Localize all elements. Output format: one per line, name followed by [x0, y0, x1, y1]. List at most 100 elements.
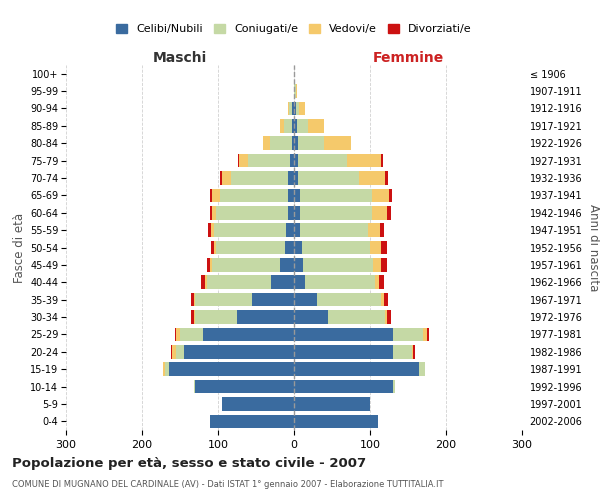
Bar [211, 224, 214, 237]
Bar [382, 240, 388, 254]
Bar [263, 136, 271, 150]
Bar [325, 136, 351, 150]
Bar [300, 224, 368, 237]
Bar [300, 206, 372, 220]
Bar [211, 414, 294, 428]
Bar [191, 293, 194, 306]
Bar [184, 345, 294, 358]
Bar [413, 345, 415, 358]
Bar [214, 240, 217, 254]
Text: COMUNE DI MUGNANO DEL CARDINALE (AV) - Dati ISTAT 1° gennaio 2007 - Elaborazione: COMUNE DI MUGNANO DEL CARDINALE (AV) - D… [12, 480, 443, 489]
Bar [212, 206, 216, 220]
Bar [373, 258, 380, 272]
Text: Maschi: Maschi [153, 51, 207, 65]
Bar [347, 154, 382, 168]
Bar [212, 258, 280, 272]
Bar [368, 224, 380, 237]
Text: Popolazione per età, sesso e stato civile - 2007: Popolazione per età, sesso e stato civil… [12, 458, 366, 470]
Bar [292, 102, 294, 115]
Bar [419, 362, 425, 376]
Bar [317, 293, 382, 306]
Bar [205, 276, 206, 289]
Bar [294, 380, 393, 394]
Bar [393, 328, 423, 341]
Bar [303, 258, 373, 272]
Bar [299, 102, 305, 115]
Bar [280, 119, 284, 132]
Bar [175, 328, 176, 341]
Bar [423, 328, 427, 341]
Bar [194, 310, 195, 324]
Bar [238, 154, 239, 168]
Bar [305, 276, 376, 289]
Bar [165, 362, 169, 376]
Bar [294, 293, 317, 306]
Y-axis label: Anni di nascita: Anni di nascita [587, 204, 599, 291]
Bar [248, 154, 290, 168]
Bar [412, 345, 413, 358]
Bar [239, 154, 248, 168]
Bar [380, 258, 387, 272]
Bar [203, 328, 294, 341]
Bar [328, 310, 385, 324]
Bar [211, 188, 212, 202]
Bar [194, 293, 195, 306]
Bar [382, 154, 383, 168]
Bar [288, 206, 294, 220]
Bar [285, 240, 294, 254]
Bar [294, 224, 300, 237]
Bar [359, 171, 385, 185]
Bar [294, 154, 298, 168]
Bar [209, 206, 212, 220]
Bar [294, 119, 297, 132]
Bar [385, 293, 388, 306]
Bar [288, 102, 289, 115]
Bar [308, 119, 323, 132]
Bar [300, 188, 372, 202]
Bar [294, 240, 302, 254]
Bar [294, 414, 377, 428]
Bar [376, 276, 379, 289]
Bar [427, 328, 428, 341]
Bar [372, 188, 389, 202]
Bar [206, 276, 271, 289]
Bar [298, 136, 325, 150]
Bar [195, 293, 252, 306]
Bar [370, 240, 382, 254]
Bar [220, 171, 222, 185]
Bar [286, 224, 294, 237]
Bar [271, 136, 292, 150]
Bar [294, 188, 300, 202]
Bar [180, 328, 203, 341]
Bar [292, 136, 294, 150]
Bar [222, 397, 294, 410]
Bar [294, 276, 305, 289]
Bar [294, 206, 300, 220]
Bar [208, 224, 211, 237]
Bar [294, 362, 419, 376]
Bar [169, 362, 294, 376]
Y-axis label: Fasce di età: Fasce di età [13, 212, 26, 282]
Bar [171, 345, 172, 358]
Bar [231, 171, 288, 185]
Bar [372, 206, 388, 220]
Bar [252, 293, 294, 306]
Bar [382, 293, 385, 306]
Bar [195, 310, 237, 324]
Bar [393, 345, 412, 358]
Bar [271, 276, 294, 289]
Bar [222, 171, 231, 185]
Bar [296, 84, 297, 98]
Bar [294, 310, 328, 324]
Bar [292, 119, 294, 132]
Bar [214, 224, 286, 237]
Bar [294, 328, 393, 341]
Bar [385, 310, 388, 324]
Bar [220, 188, 288, 202]
Bar [208, 258, 211, 272]
Bar [294, 136, 298, 150]
Bar [294, 258, 303, 272]
Bar [200, 276, 205, 289]
Bar [288, 171, 294, 185]
Bar [385, 171, 388, 185]
